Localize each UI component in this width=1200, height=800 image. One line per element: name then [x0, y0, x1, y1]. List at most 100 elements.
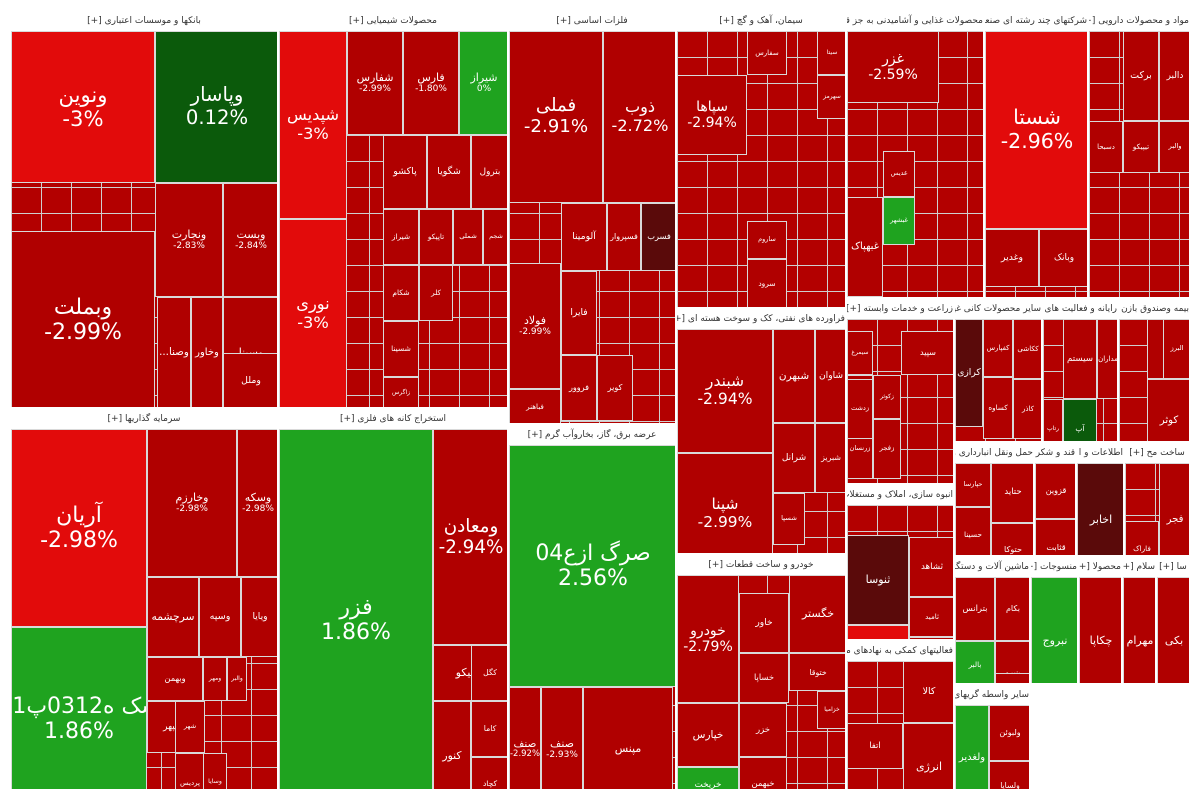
treemap-tile[interactable]: شپدیس -3% — [279, 31, 347, 219]
treemap-tile[interactable]: بکی — [1157, 577, 1189, 683]
treemap-tile[interactable]: قثابت — [1035, 519, 1075, 555]
treemap-tile[interactable]: فجر — [1159, 463, 1189, 555]
treemap-tile[interactable]: وبست -2.84% — [223, 183, 277, 297]
sector-header[interactable]: قند و شکر [+] — [1035, 443, 1075, 464]
treemap-tile[interactable]: بموتو — [995, 673, 1029, 683]
treemap-tile[interactable]: آلومینا — [561, 203, 607, 271]
treemap-tile[interactable]: اتفا — [847, 723, 903, 769]
treemap-tile[interactable]: وخارزم -2.98% — [147, 429, 237, 577]
treemap-tile[interactable]: مپنس — [583, 687, 673, 789]
treemap-tile[interactable]: ولساپا — [989, 761, 1029, 789]
treemap-tile[interactable]: کنور — [433, 701, 471, 789]
treemap-tile[interactable]: زکوثر — [873, 375, 901, 419]
sector-header[interactable]: فعالیتهای کمکی به نهادهای مالی [+] — [847, 641, 953, 662]
treemap-tile[interactable]: شسینا — [383, 321, 419, 377]
treemap-tile[interactable]: ومهر — [203, 657, 227, 701]
treemap-tile[interactable]: فباهنر — [509, 389, 561, 423]
treemap-tile[interactable]: آریان -2.98% — [11, 429, 147, 627]
treemap-tile[interactable]: غبشهر — [883, 197, 915, 245]
sector-header[interactable]: اطلاعات و ا [+] — [1077, 443, 1123, 464]
treemap-tile[interactable]: اخابر — [1077, 463, 1123, 555]
treemap-tile[interactable]: وبملت -2.99% — [11, 231, 155, 407]
sector-header[interactable]: سایر محصولات کانی غیر [+] — [955, 299, 1041, 320]
treemap-tile[interactable]: صنف -2.92% — [509, 687, 541, 789]
treemap-tile[interactable]: دسبحا — [1089, 121, 1123, 173]
treemap-tile[interactable]: کساوه — [983, 377, 1013, 439]
treemap-tile[interactable]: غبهپاک — [847, 197, 883, 297]
sector-header[interactable]: رایانه و فعالیت های و [+] — [1043, 299, 1117, 320]
sector-header[interactable]: مواد و محصولات دارویی [+] — [1089, 11, 1189, 32]
treemap-tile[interactable]: کاما — [471, 701, 507, 757]
treemap-tile[interactable]: شبریز — [815, 423, 845, 493]
treemap-tile[interactable]: کالا — [903, 661, 953, 723]
treemap-tile[interactable]: سیستم — [1063, 319, 1097, 399]
treemap-tile[interactable]: ولغدیر — [955, 705, 989, 789]
treemap-tile[interactable]: نبروج — [1031, 577, 1077, 683]
treemap-tile[interactable]: البرز — [1163, 319, 1189, 379]
treemap-tile[interactable]: ثنهسار — [847, 625, 909, 639]
treemap-tile[interactable]: بکام — [995, 577, 1029, 641]
treemap-tile[interactable]: ومعادن -2.94% — [433, 429, 507, 645]
treemap-tile[interactable]: والبر — [227, 657, 247, 701]
sector-header[interactable]: ساخت مح [+] — [1125, 443, 1189, 464]
treemap-tile[interactable]: شپنا -2.99% — [677, 453, 773, 553]
treemap-tile[interactable]: بالبر — [955, 641, 995, 683]
sector-header[interactable]: سیمان، آهک و گچ [+] — [677, 11, 845, 32]
treemap-tile[interactable]: ذوب -2.72% — [603, 31, 675, 203]
treemap-tile[interactable]: کویر — [597, 355, 633, 421]
treemap-tile[interactable]: غزر -2.59% — [847, 31, 939, 103]
sector-header[interactable]: فراورده های نفتی، کک و سوخت هسته ای [+] — [677, 309, 845, 330]
treemap-tile[interactable]: وخاور — [191, 297, 223, 407]
sector-header[interactable]: سایر واسطه گریهای م [+] — [955, 685, 1029, 706]
treemap-tile[interactable]: ویایا — [241, 577, 277, 657]
treemap-tile[interactable]: آپ — [1063, 399, 1097, 441]
sector-header[interactable]: خودرو و ساخت قطعات [+] — [677, 555, 845, 576]
treemap-tile[interactable]: شسپا — [773, 493, 805, 545]
treemap-tile[interactable]: والبر — [1159, 121, 1189, 173]
treemap-tile[interactable]: چکاپا — [1079, 577, 1121, 683]
treemap-tile[interactable]: فولاد -2.99% — [509, 263, 561, 389]
treemap-tile[interactable]: ولبوئن — [989, 705, 1029, 761]
treemap-tile[interactable]: وملل — [223, 353, 277, 407]
treemap-tile[interactable]: خودرو -2.79% — [677, 575, 739, 703]
treemap-tile[interactable]: وبانک — [1039, 229, 1087, 287]
treemap-tile[interactable]: شستا -2.96% — [985, 31, 1087, 229]
treemap-tile[interactable]: حتاید — [991, 463, 1033, 523]
sector-header[interactable]: بیمه وصندوق بازن [+] — [1119, 299, 1189, 320]
treemap-tile[interactable]: فزر 1.86% — [279, 429, 433, 789]
sector-header[interactable]: زراعت و خدمات وابسته [+] — [847, 299, 953, 320]
treemap-tile[interactable]: ثباغ — [909, 637, 953, 639]
sector-header[interactable]: سرمایه گذاریها [+] — [11, 409, 277, 430]
treemap-tile[interactable]: زاگرس — [383, 377, 419, 407]
treemap-tile[interactable]: ونوین -3% — [11, 31, 155, 183]
treemap-tile[interactable]: فسپروار — [607, 203, 641, 271]
treemap-tile[interactable]: بترانس — [955, 577, 995, 641]
treemap-tile[interactable]: کگل — [471, 645, 507, 701]
treemap-tile[interactable]: ککاشی — [1013, 319, 1041, 379]
treemap-tile[interactable]: پاکشو — [383, 135, 427, 209]
sector-header[interactable]: بانکها و موسسات اعتباری [+] — [11, 11, 277, 32]
sector-header[interactable]: استخراج کانه های فلزی [+] — [279, 409, 507, 430]
treemap-tile[interactable]: شیراز 0% — [459, 31, 507, 135]
treemap-tile[interactable]: فاراک — [1125, 521, 1159, 555]
sector-header[interactable]: شرکتهای چند رشته ای صنعتی [+] — [985, 11, 1087, 32]
treemap-tile[interactable]: شبندر -2.94% — [677, 329, 773, 453]
treemap-tile[interactable]: ثشاهد — [909, 537, 953, 597]
treemap-tile[interactable]: صرگ ازع04 2.56% — [509, 445, 675, 687]
treemap-tile[interactable]: شکام — [383, 265, 419, 321]
treemap-tile[interactable]: کلر — [419, 265, 453, 321]
treemap-tile[interactable]: خاور — [739, 593, 789, 653]
treemap-tile[interactable]: وغدیر — [985, 229, 1039, 287]
treemap-tile[interactable]: خپارس — [677, 703, 739, 767]
treemap-tile[interactable]: شرانل — [773, 423, 815, 493]
treemap-tile[interactable]: شفارس -2.99% — [347, 31, 403, 135]
sector-header[interactable]: محصولات غذایی و آشامیدنی به جز قند و شکر… — [847, 11, 983, 32]
treemap-tile[interactable]: کرازی — [955, 319, 983, 427]
treemap-tile[interactable]: صنف -2.93% — [541, 687, 583, 789]
treemap-tile[interactable]: خریخت3.00% — [677, 767, 739, 789]
treemap-tile[interactable]: خگستر — [789, 575, 845, 653]
treemap-tile[interactable]: وبهمن — [147, 657, 203, 701]
treemap-tile[interactable]: قزوین — [1035, 463, 1075, 519]
treemap-tile[interactable]: کفپارس — [983, 319, 1013, 377]
treemap-tile[interactable]: سفارس — [747, 31, 787, 75]
